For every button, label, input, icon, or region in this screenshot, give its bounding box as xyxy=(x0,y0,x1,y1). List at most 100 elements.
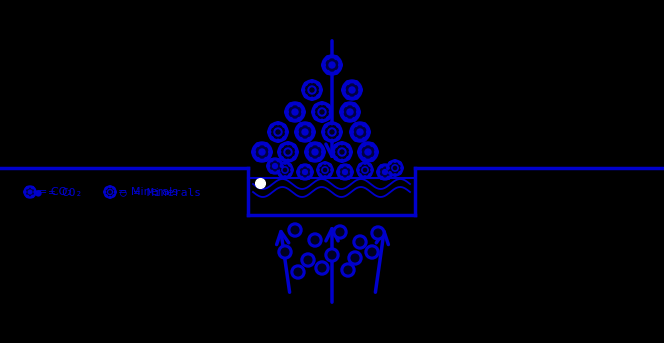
Circle shape xyxy=(304,82,307,85)
Circle shape xyxy=(358,142,378,162)
Circle shape xyxy=(286,150,290,154)
Circle shape xyxy=(344,103,347,106)
Circle shape xyxy=(331,169,333,171)
Circle shape xyxy=(343,169,347,174)
Circle shape xyxy=(301,110,305,114)
Circle shape xyxy=(342,80,362,100)
Circle shape xyxy=(289,118,293,121)
Circle shape xyxy=(308,233,322,247)
Circle shape xyxy=(268,122,288,142)
Circle shape xyxy=(317,162,333,178)
Circle shape xyxy=(321,119,323,122)
Circle shape xyxy=(293,144,295,147)
Circle shape xyxy=(317,157,321,161)
Circle shape xyxy=(322,167,328,173)
Text: ○ = Minerals: ○ = Minerals xyxy=(120,187,201,197)
Circle shape xyxy=(252,150,255,154)
Circle shape xyxy=(106,188,114,196)
Circle shape xyxy=(286,130,288,133)
Circle shape xyxy=(339,130,343,133)
Circle shape xyxy=(319,174,321,176)
Circle shape xyxy=(344,118,347,121)
Circle shape xyxy=(308,86,316,94)
Circle shape xyxy=(390,163,400,173)
Circle shape xyxy=(349,151,353,154)
Circle shape xyxy=(347,144,350,147)
Circle shape xyxy=(394,174,396,176)
Circle shape xyxy=(304,95,307,98)
Circle shape xyxy=(252,142,272,162)
Circle shape xyxy=(315,261,329,275)
Circle shape xyxy=(278,151,281,154)
Circle shape xyxy=(297,164,313,180)
Circle shape xyxy=(280,144,284,147)
Circle shape xyxy=(270,137,274,140)
Circle shape xyxy=(104,186,116,198)
Circle shape xyxy=(324,176,326,178)
Circle shape xyxy=(283,124,286,127)
Circle shape xyxy=(387,176,390,179)
Circle shape xyxy=(311,236,319,244)
Circle shape xyxy=(346,84,358,96)
Circle shape xyxy=(317,169,319,171)
Circle shape xyxy=(331,139,333,142)
Circle shape xyxy=(357,169,359,171)
Circle shape xyxy=(300,167,310,177)
Circle shape xyxy=(347,157,350,160)
Circle shape xyxy=(335,56,338,59)
Circle shape xyxy=(353,235,367,249)
Circle shape xyxy=(340,176,343,179)
Circle shape xyxy=(109,186,111,188)
Circle shape xyxy=(355,81,358,84)
Circle shape xyxy=(317,95,320,98)
Circle shape xyxy=(299,126,311,138)
Circle shape xyxy=(310,170,313,174)
Circle shape xyxy=(347,176,350,179)
Circle shape xyxy=(277,159,280,162)
Circle shape xyxy=(314,117,317,120)
Circle shape xyxy=(276,122,280,125)
Circle shape xyxy=(346,81,349,84)
Circle shape xyxy=(302,129,308,135)
Circle shape xyxy=(295,122,315,142)
Circle shape xyxy=(331,122,333,125)
Circle shape xyxy=(348,251,362,265)
Circle shape xyxy=(291,169,293,171)
Circle shape xyxy=(362,167,369,173)
Circle shape xyxy=(350,130,353,134)
Circle shape xyxy=(286,159,290,162)
Circle shape xyxy=(256,146,268,158)
Circle shape xyxy=(333,225,347,239)
Circle shape xyxy=(256,157,260,161)
Circle shape xyxy=(113,187,115,189)
Circle shape xyxy=(323,168,327,172)
Circle shape xyxy=(329,164,331,166)
Circle shape xyxy=(365,245,379,259)
Circle shape xyxy=(319,88,322,92)
Circle shape xyxy=(300,165,303,167)
Circle shape xyxy=(297,170,299,174)
Circle shape xyxy=(311,80,313,83)
Circle shape xyxy=(387,160,403,176)
Circle shape xyxy=(362,143,366,146)
Circle shape xyxy=(299,123,303,127)
Circle shape xyxy=(347,109,353,115)
Circle shape xyxy=(399,162,401,164)
Circle shape xyxy=(320,165,330,175)
Circle shape xyxy=(312,102,332,122)
Circle shape xyxy=(351,170,353,174)
Circle shape xyxy=(335,145,349,158)
Circle shape xyxy=(342,88,345,92)
Circle shape xyxy=(106,187,107,189)
Circle shape xyxy=(31,187,34,189)
Circle shape xyxy=(359,88,363,92)
Circle shape xyxy=(106,195,107,197)
Circle shape xyxy=(34,191,36,193)
Circle shape xyxy=(299,138,303,141)
Circle shape xyxy=(324,124,327,127)
Circle shape xyxy=(104,191,106,193)
Circle shape xyxy=(269,150,272,154)
Text: = Minerals: = Minerals xyxy=(118,187,178,197)
Circle shape xyxy=(301,88,305,92)
Circle shape xyxy=(297,103,301,106)
